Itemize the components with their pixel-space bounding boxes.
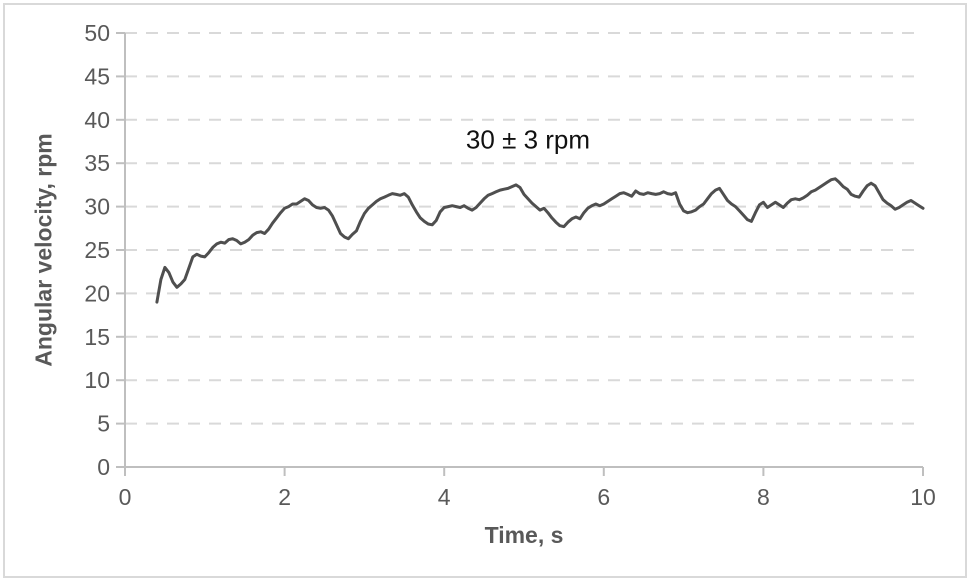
series-line (155, 177, 925, 304)
x-tick-label: 4 (438, 484, 451, 510)
x-tick-label: 10 (910, 484, 936, 510)
chart-annotation: 30 ± 3 rpm (465, 124, 591, 155)
x-axis-title: Time, s (484, 522, 564, 548)
y-tick-label: 25 (84, 237, 110, 263)
y-tick-label: 10 (84, 367, 110, 393)
x-tick-label: 6 (597, 484, 610, 510)
y-tick-label: 50 (84, 20, 110, 46)
y-tick-label: 0 (97, 454, 110, 480)
y-tick-label: 5 (97, 411, 110, 437)
y-tick-label: 15 (84, 324, 110, 350)
x-tick-label: 2 (278, 484, 291, 510)
y-axis-title: Angular velocity, rpm (30, 133, 57, 367)
x-tick-label: 8 (757, 484, 770, 510)
y-tick-label: 30 (84, 194, 110, 220)
y-tick-label: 40 (84, 107, 110, 133)
x-tick-label: 0 (119, 484, 132, 510)
y-tick-label: 35 (84, 150, 110, 176)
y-tick-label: 20 (84, 280, 110, 306)
y-tick-label: 45 (84, 63, 110, 89)
